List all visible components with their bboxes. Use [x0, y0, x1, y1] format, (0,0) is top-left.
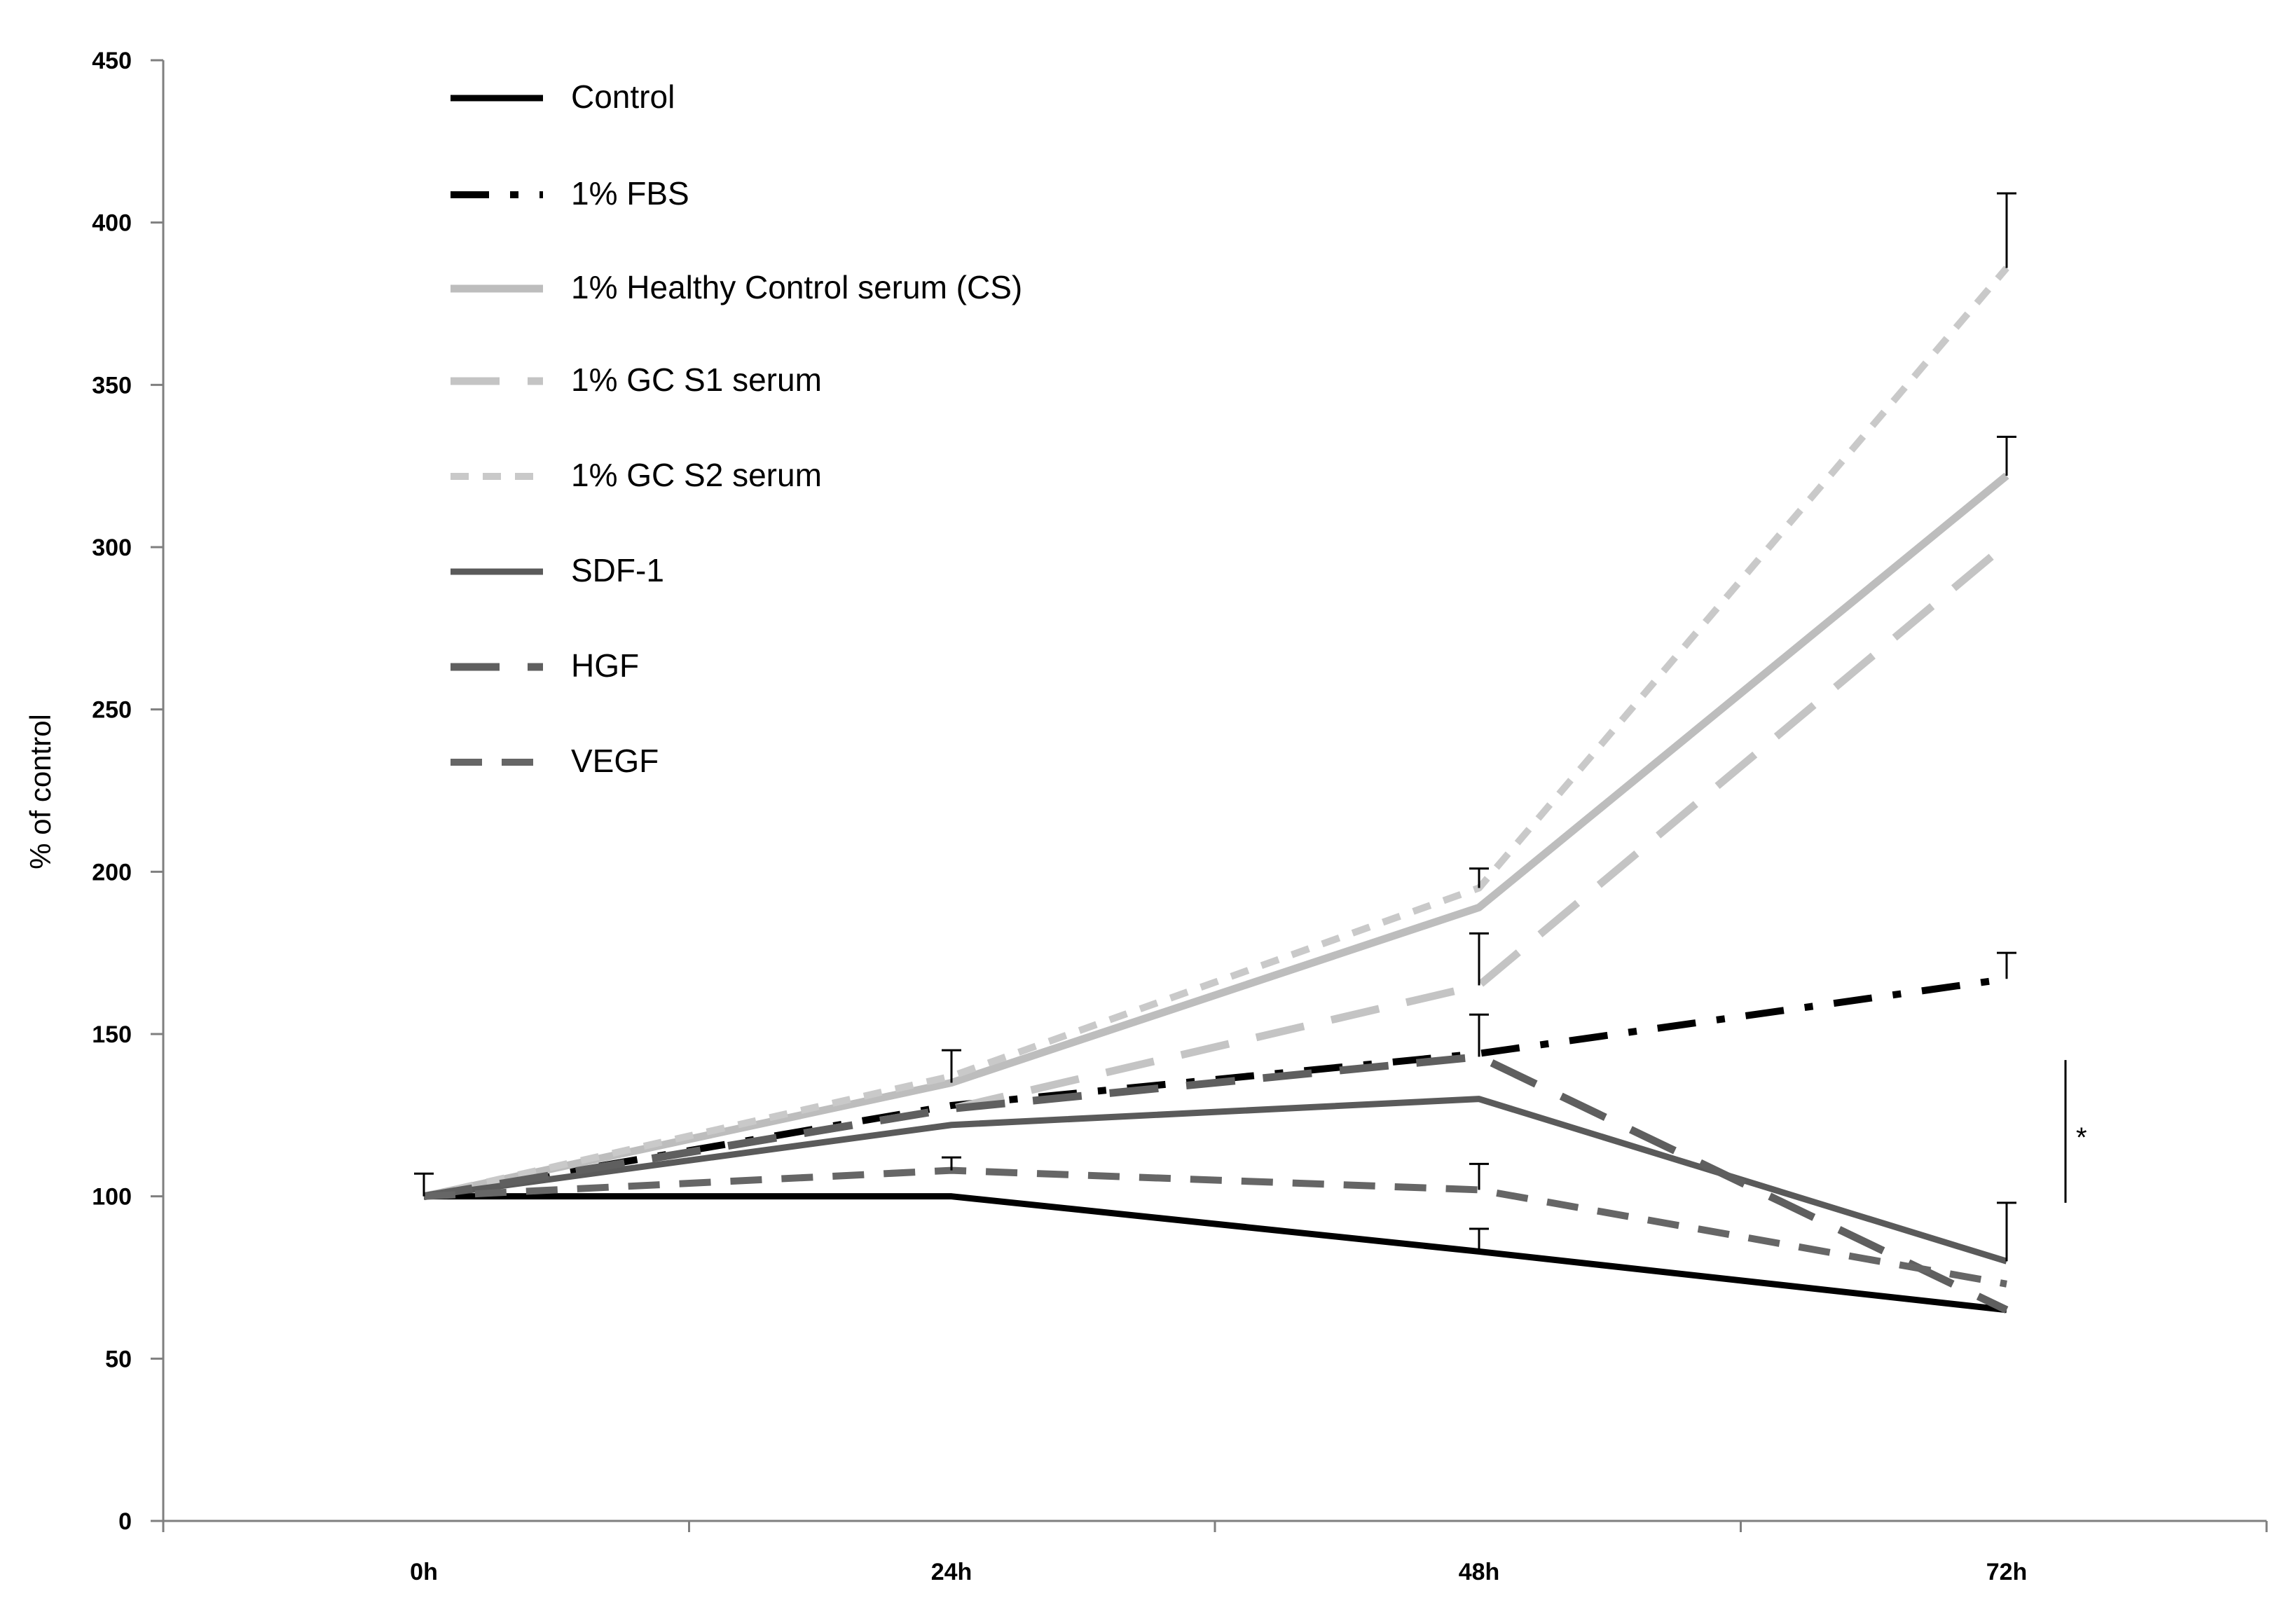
y-tick-label: 400 [92, 210, 132, 237]
x-axis-ticks: 0h 24h 48h 72h [162, 1521, 2268, 1585]
series-line-4 [422, 266, 2009, 1200]
x-tick-label: 24h [931, 1559, 972, 1585]
legend-label-4: 1% GC S2 serum [571, 457, 822, 493]
error-bars [414, 192, 2016, 1262]
legend: Control 1% FBS 1% Healthy Control serum (C… [451, 78, 1022, 779]
series-line-0 [424, 1193, 2007, 1314]
y-tick-label: 350 [92, 372, 132, 399]
legend-label-2: 1% Healthy Control serum (CS) [571, 269, 1022, 305]
y-axis-title: % of control [24, 714, 57, 869]
x-tick-label: 0h [410, 1559, 438, 1585]
y-tick-label: 300 [92, 535, 132, 561]
legend-label-1: 1% FBS [571, 175, 689, 212]
significance-annotation: * [2064, 1060, 2087, 1203]
series-lines [422, 266, 2009, 1314]
series-line-6 [423, 1052, 2009, 1314]
legend-label-0: Control [571, 78, 675, 115]
y-tick-label: 150 [92, 1021, 132, 1048]
series-line-3 [423, 541, 2009, 1201]
y-tick-label: 0 [118, 1508, 132, 1535]
series-line-7 [423, 1166, 2007, 1288]
x-tick-label: 48h [1459, 1559, 1500, 1585]
y-tick-label: 250 [92, 697, 132, 724]
legend-label-3: 1% GC S1 serum [571, 361, 822, 398]
significance-marker: * [2076, 1122, 2087, 1153]
legend-label-6: HGF [571, 647, 639, 684]
y-tick-label: 450 [92, 48, 132, 74]
x-tick-label: 72h [1986, 1559, 2028, 1585]
y-tick-label: 50 [105, 1346, 132, 1372]
legend-label-7: VEGF [571, 743, 659, 779]
y-axis-ticks: 0 50 100 150 200 250 300 350 400 450 [92, 48, 163, 1535]
y-tick-label: 200 [92, 859, 132, 886]
y-tick-label: 100 [92, 1184, 132, 1211]
legend-label-5: SDF-1 [571, 552, 664, 588]
